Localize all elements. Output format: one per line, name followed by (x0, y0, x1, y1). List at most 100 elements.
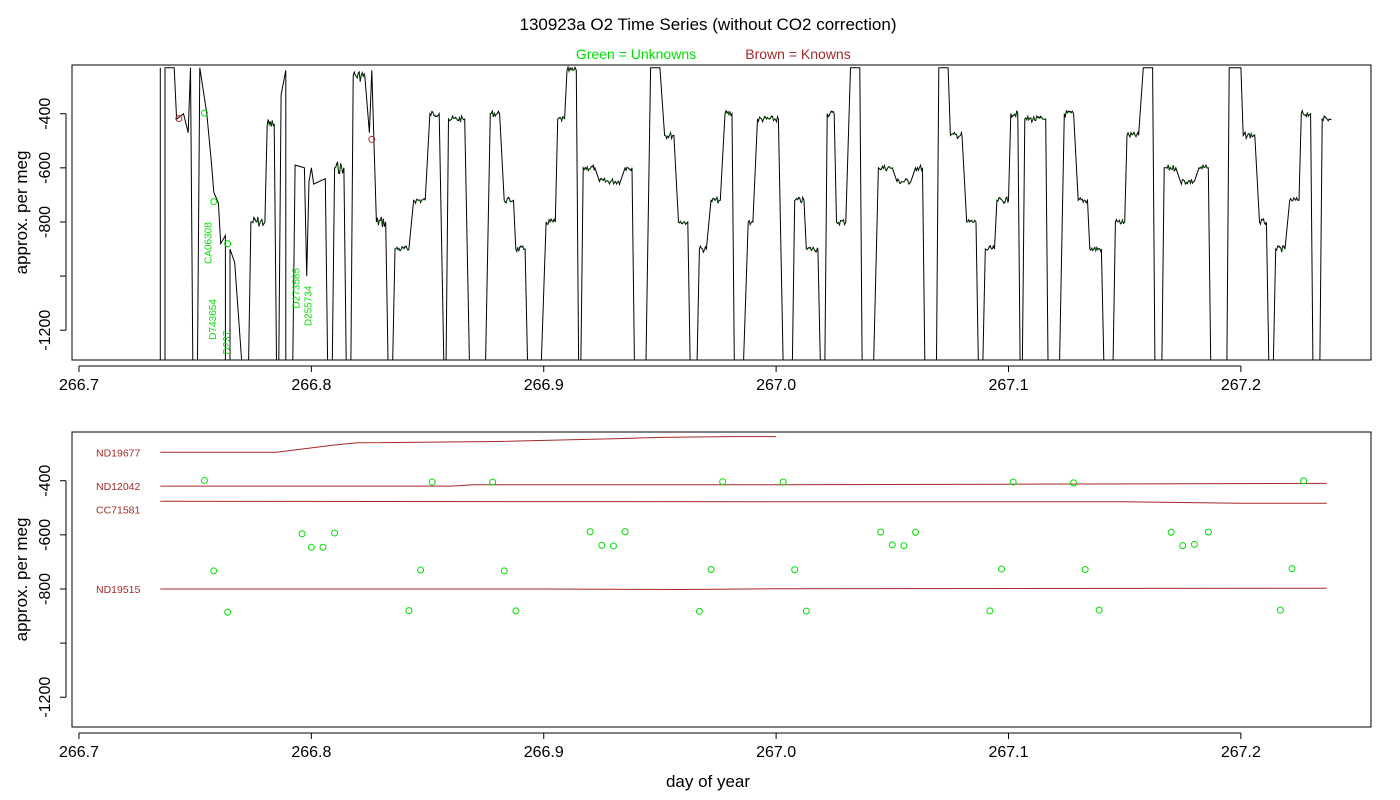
o2-trace-unknown-overlay (897, 179, 911, 184)
sample-id-label: CA06308 (203, 222, 214, 264)
unknown-point (779, 478, 787, 486)
o2-trace-unknown-overlay (353, 72, 365, 80)
o2-trace-unknown-overlay (879, 165, 892, 171)
o2-trace-unknown-overlay (725, 111, 732, 116)
unknown-point (695, 607, 703, 615)
y-tick-label: -400 (37, 98, 54, 130)
x-tick-label: 266.8 (291, 377, 331, 394)
unknown-point (586, 528, 594, 536)
y-tick-label: -800 (37, 573, 54, 605)
o2-trace-unknown-overlay (679, 220, 687, 224)
unknown-point (1204, 528, 1212, 536)
o2-trace-unknown-overlay (986, 246, 994, 251)
o2-trace-unknown-overlay (1181, 179, 1194, 184)
legend-unknowns: Green = Unknowns (576, 46, 696, 62)
o2-trace-unknown-overlay (795, 198, 804, 203)
y-tick-label: -600 (37, 519, 54, 551)
o2-trace-unknown-overlay (1078, 198, 1087, 203)
unknown-point (912, 528, 920, 536)
o2-trace-unknown-overlay (490, 111, 499, 117)
x-tick-label: 266.8 (291, 744, 331, 761)
o2-trace-unknown-overlay (1025, 116, 1045, 122)
known-series-line (160, 482, 1327, 487)
y-tick-label: -1200 (37, 310, 54, 351)
unknown-point (802, 607, 810, 615)
unknown-point (224, 608, 232, 616)
known-series-line (160, 500, 1327, 504)
o2-trace-unknown-overlay (516, 246, 525, 252)
plot-frame (71, 431, 1372, 728)
o2-trace-unknown-overlay (1199, 165, 1208, 170)
top-panel: 266.7 266.8 266.9 267.0 267.1 267.2 -400 -600 -8… (12, 64, 1372, 394)
o2-trace-unknown-overlay (1116, 219, 1124, 224)
sample-id-label: D237 (222, 330, 233, 354)
unknown-point (1288, 565, 1296, 573)
known-series-label: ND19677 (96, 447, 141, 459)
sample-id-label: D255734 (303, 285, 314, 326)
sample-id-label: D743654 (208, 299, 219, 340)
unknown-point (210, 567, 218, 575)
o2-trace-unknown-overlay (1290, 198, 1299, 202)
known-series-label: CC71581 (96, 504, 141, 516)
o2-trace-unknown-overlay (377, 217, 385, 226)
o2-trace-unknown-overlay (700, 247, 706, 252)
o2-trace-unknown-overlay (335, 163, 343, 172)
unknown-point (1167, 528, 1175, 536)
unknown-point (417, 566, 425, 574)
plot-area (160, 436, 1327, 616)
o2-trace-unknown-overlay (583, 165, 595, 171)
o2-trace-unknown-overlay (1165, 164, 1176, 171)
x-tick-label: 266.7 (59, 744, 99, 761)
x-tick-label: 267.1 (988, 744, 1028, 761)
unknown-point (200, 109, 208, 117)
known-point (368, 135, 376, 143)
legend-knowns: Brown = Knowns (745, 46, 850, 62)
o2-trace-unknown-overlay (758, 116, 778, 122)
known-series-line (160, 587, 1327, 591)
o2-trace-unknown-overlay (430, 111, 439, 116)
o2-trace-unknown-overlay (1301, 111, 1310, 117)
o2-trace-unknown-overlay (748, 221, 753, 225)
o2-trace-unknown-overlay (558, 117, 564, 122)
y-tick-label: -400 (37, 465, 54, 497)
o2-trace-unknown-overlay (625, 167, 632, 170)
o2-trace-unknown-overlay (505, 198, 513, 203)
chart-title: 130923a O2 Time Series (without CO2 corr… (519, 15, 896, 34)
x-tick-label: 266.7 (59, 377, 99, 394)
o2-trace-unknown-overlay (711, 197, 720, 204)
o2-trace-unknown-overlay (600, 178, 620, 184)
y-axis-label: approx. per meg (12, 518, 31, 642)
y-tick-label: -1200 (37, 677, 54, 718)
known-series-label: ND19515 (96, 584, 141, 596)
unknown-point (986, 607, 994, 615)
o2-trace-unknown-overlay (567, 68, 576, 72)
o2-trace-unknown-overlay (997, 197, 1009, 203)
unknown-point (224, 240, 232, 248)
unknown-point (319, 543, 327, 551)
x-tick-label: 266.9 (524, 744, 564, 761)
o2-trace-unknown-overlay (916, 165, 922, 170)
o2-trace-unknown-overlay (828, 111, 834, 116)
unknown-point (888, 541, 896, 549)
unknown-point (609, 542, 617, 550)
bottom-panel: 266.7 266.8 266.9 267.0 267.1 267.2 -400 -600 -8… (12, 431, 1372, 761)
unknown-point (900, 542, 908, 550)
o2-trace-unknown-overlay (1090, 247, 1102, 251)
o2-trace-unknown-overlay (1127, 132, 1139, 138)
o2-trace-unknown-overlay (1260, 219, 1266, 224)
o2-trace-unknown-overlay (267, 120, 274, 128)
unknown-point (1070, 479, 1078, 487)
unknown-point (298, 530, 306, 538)
o2-trace-unknown-overlay (1011, 111, 1018, 117)
unknown-point (307, 543, 315, 551)
o2-trace-unknown-overlay (547, 219, 555, 224)
x-tick-label: 267.2 (1221, 377, 1261, 394)
o2-trace-unknown-overlay (807, 247, 818, 252)
unknown-point (621, 528, 629, 536)
unknown-point (200, 476, 208, 484)
known-series-line (160, 436, 777, 453)
o2-trace-unknown-overlay (967, 220, 976, 223)
o2-trace-unknown-overlay (1243, 132, 1255, 139)
unknown-point (1009, 478, 1017, 486)
